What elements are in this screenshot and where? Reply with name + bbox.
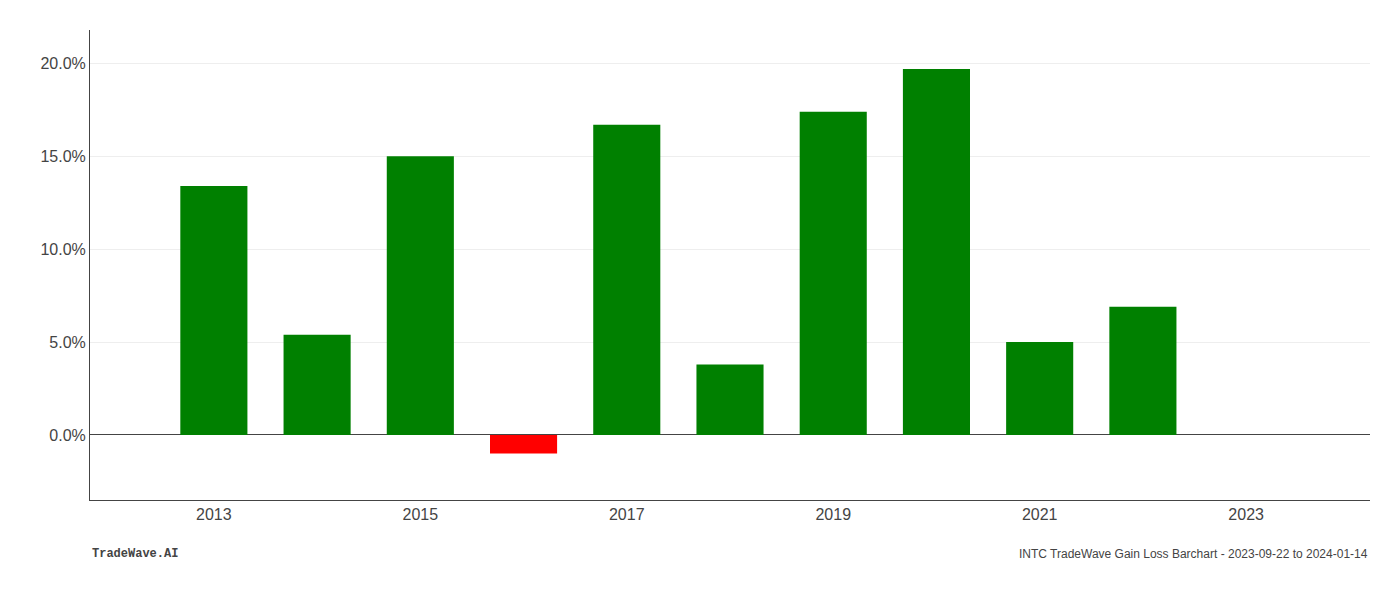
svg-text:2013: 2013 [196, 506, 232, 523]
svg-text:INTC TradeWave Gain Loss Barch: INTC TradeWave Gain Loss Barchart - 2023… [1019, 547, 1368, 561]
svg-text:2017: 2017 [609, 506, 645, 523]
svg-text:2019: 2019 [815, 506, 851, 523]
svg-text:2021: 2021 [1022, 506, 1058, 523]
svg-text:0.0%: 0.0% [49, 427, 85, 444]
svg-text:15.0%: 15.0% [40, 148, 85, 165]
svg-text:5.0%: 5.0% [49, 334, 85, 351]
svg-text:2015: 2015 [403, 506, 439, 523]
svg-text:2023: 2023 [1228, 506, 1264, 523]
svg-text:10.0%: 10.0% [40, 241, 85, 258]
svg-text:TradeWave.AI: TradeWave.AI [92, 547, 178, 561]
svg-text:20.0%: 20.0% [40, 55, 85, 72]
